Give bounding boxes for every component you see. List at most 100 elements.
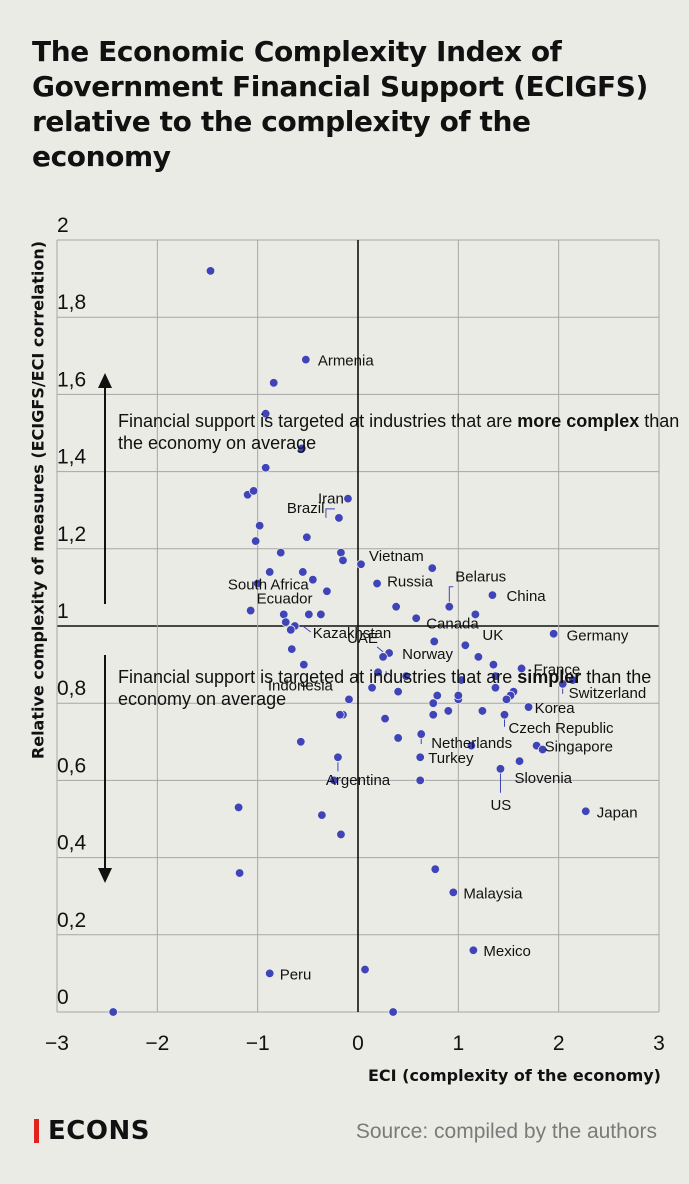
- data-point: [356, 559, 366, 569]
- x-tick-label: −2: [145, 1032, 169, 1055]
- x-tick-label: −3: [45, 1032, 69, 1055]
- point-label: Armenia: [318, 353, 375, 370]
- data-point: [373, 667, 383, 678]
- y-tick-label: 1,2: [57, 523, 86, 546]
- x-tick-label: 2: [553, 1032, 565, 1055]
- data-point: [260, 463, 271, 473]
- data-point: [322, 586, 332, 596]
- data-point: [297, 443, 307, 454]
- brand-logo: ECONS: [34, 1116, 150, 1146]
- y-tick-label: 1,6: [57, 368, 86, 391]
- data-point: [401, 671, 411, 681]
- data-point: [286, 625, 296, 635]
- data-point: [516, 663, 527, 674]
- y-tick-label: 0: [57, 986, 69, 1009]
- point-label: Norway: [402, 646, 453, 663]
- data-point: [343, 493, 353, 504]
- y-tick-label: 2: [57, 214, 69, 237]
- point-label: Germany: [567, 628, 629, 645]
- x-tick-label: −1: [246, 1032, 270, 1055]
- x-tick-label: 0: [352, 1032, 364, 1055]
- data-point: [308, 574, 318, 585]
- data-point: [338, 555, 348, 566]
- data-point: [416, 729, 426, 739]
- y-tick-label: 1: [57, 600, 69, 623]
- data-point: [276, 547, 286, 558]
- point-label: Argentina: [326, 772, 391, 789]
- data-point: [252, 578, 263, 589]
- point-label: Vietnam: [369, 548, 424, 565]
- data-point: [537, 744, 548, 755]
- leader-line: [376, 646, 384, 653]
- point-label: Russia: [387, 574, 434, 591]
- data-point: [428, 710, 438, 720]
- data-point: [456, 675, 467, 685]
- data-point: [287, 644, 297, 654]
- y-tick-label: 1,8: [57, 291, 86, 314]
- data-point: [448, 887, 459, 898]
- data-point: [488, 659, 499, 670]
- leader-line: [448, 586, 454, 602]
- data-point: [490, 671, 501, 681]
- data-point: [334, 513, 344, 523]
- data-point: [298, 567, 308, 577]
- point-label: Japan: [597, 804, 638, 821]
- data-point: [453, 690, 464, 701]
- data-point: [296, 737, 306, 747]
- data-point: [317, 810, 327, 820]
- data-point: [302, 532, 312, 542]
- data-point: [108, 1007, 118, 1017]
- data-point: [415, 752, 425, 762]
- data-point: [301, 354, 311, 365]
- data-point: [430, 864, 440, 874]
- brand-name: ECONS: [48, 1116, 150, 1146]
- x-axis-label: ECI (complexity of the economy): [367, 1066, 661, 1085]
- y-tick-label: 0,6: [57, 754, 86, 777]
- leader-line: [325, 508, 335, 518]
- data-point: [234, 868, 245, 878]
- point-label: France: [534, 661, 581, 678]
- point-label: UAE: [347, 630, 378, 647]
- data-point: [304, 609, 314, 620]
- point-label: Ecuador: [257, 591, 313, 608]
- data-point: [333, 752, 343, 762]
- grid-lines: [56, 239, 660, 1013]
- point-label: Kazakhstan: [313, 625, 391, 642]
- annotation-lower: Financial support is targeted at industr…: [118, 667, 652, 709]
- point-label: Iran: [318, 491, 344, 508]
- data-point: [329, 775, 339, 786]
- data-point: [495, 764, 506, 774]
- data-point: [344, 694, 354, 705]
- point-label: Mexico: [483, 943, 531, 960]
- point-label: Malaysia: [463, 885, 523, 902]
- point-label: Slovenia: [514, 770, 572, 787]
- point-label: Brazil: [287, 500, 325, 517]
- data-point: [316, 609, 326, 620]
- data-point: [468, 945, 479, 955]
- data-point: [427, 563, 437, 573]
- data-point: [391, 602, 401, 612]
- y-tick-label: 1,4: [57, 446, 87, 469]
- annotation-upper: Financial support is targeted at industr…: [118, 411, 680, 453]
- direction-arrows: [98, 373, 112, 883]
- y-tick-label: 0,4: [57, 832, 87, 855]
- data-point: [415, 775, 425, 786]
- data-point: [466, 740, 477, 751]
- data-point: [568, 675, 578, 685]
- data-point: [260, 409, 271, 419]
- data-point: [432, 690, 442, 701]
- data-point: [388, 1007, 398, 1017]
- data-point: [372, 578, 382, 589]
- data-point: [265, 968, 275, 979]
- data-point: [477, 706, 488, 716]
- point-label: South Africa: [228, 577, 310, 594]
- data-point: [411, 613, 421, 623]
- data-point: [367, 683, 377, 693]
- data-point: [380, 713, 390, 724]
- data-point: [581, 806, 591, 816]
- point-label: Belarus: [455, 569, 506, 586]
- data-point: [205, 266, 216, 276]
- point-label: Indonesia: [268, 678, 334, 695]
